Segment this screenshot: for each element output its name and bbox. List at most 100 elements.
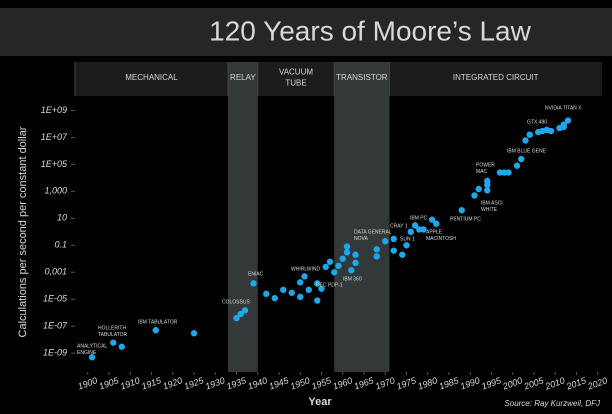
annotation: SUN 1 <box>400 236 415 242</box>
data-point <box>433 220 440 227</box>
y-tick-label: 1E+05 <box>41 159 68 169</box>
y-tick-label: 1,000 <box>44 186 67 196</box>
era-band <box>228 62 258 372</box>
data-point <box>348 267 355 274</box>
data-point <box>560 121 567 128</box>
data-point <box>518 155 525 163</box>
annotation: IBM TABULATOR <box>138 319 178 325</box>
annotation: COLOSSUS <box>222 299 250 305</box>
data-point <box>318 285 325 292</box>
y-tick-label: 1E-05 <box>43 294 68 304</box>
era-label: RELAY <box>230 73 256 82</box>
data-point <box>513 162 521 169</box>
data-point <box>373 253 380 260</box>
annotation: GTX 480 <box>527 119 547 125</box>
data-point <box>526 131 533 138</box>
annotation: IBM 360 <box>343 276 362 282</box>
data-point <box>110 339 117 346</box>
annotation: POWER <box>476 162 495 168</box>
data-point <box>399 251 406 258</box>
data-point <box>407 228 414 236</box>
data-point <box>301 273 308 280</box>
annotation: CRAY 1 <box>390 223 408 229</box>
annotation: WHIRLWIND <box>291 266 320 272</box>
annotation: ENGINE <box>77 350 97 356</box>
data-point <box>331 269 338 276</box>
annotation: IBM ASCI <box>481 200 503 206</box>
data-point <box>564 117 572 124</box>
data-point <box>343 249 351 256</box>
data-point <box>263 290 270 298</box>
data-point <box>88 354 96 361</box>
annotation: MACINTOSH <box>426 236 456 242</box>
data-point <box>237 310 244 318</box>
y-tick-label: 1E-07 <box>43 321 68 331</box>
data-point <box>297 279 304 286</box>
y-tick-label: 1E+09 <box>41 105 67 115</box>
data-point <box>297 293 304 301</box>
era-label: INTEGRATED CIRCUIT <box>453 73 539 82</box>
data-point <box>118 343 125 350</box>
data-point <box>411 222 419 229</box>
annotation: ENIAC <box>248 271 264 277</box>
data-point <box>471 192 478 199</box>
data-point <box>152 327 159 334</box>
annotation: NVIDIA TITAN X <box>545 105 582 111</box>
data-point <box>288 289 295 296</box>
data-point <box>271 294 278 302</box>
y-tick-label: 0.1 <box>54 240 67 250</box>
data-point <box>547 127 555 135</box>
annotation: PENTIUM PC <box>450 216 481 222</box>
annotation: APPLE <box>426 229 443 235</box>
chart-title: 120 Years of Moore’s Law <box>209 15 531 46</box>
y-tick-label: 10 <box>57 213 67 223</box>
era-label: TUBE <box>285 79 306 88</box>
data-point <box>484 187 491 194</box>
annotation: IBM BLUE GENE <box>507 148 547 154</box>
annotation: NOVA <box>354 236 368 242</box>
data-point <box>335 262 342 270</box>
annotation: ANALYTICAL <box>77 343 107 349</box>
source: Source: Ray Kurzweil, DFJ <box>504 399 601 408</box>
data-point <box>352 259 359 267</box>
y-tick-label: 1E+07 <box>41 132 68 142</box>
data-point <box>484 177 491 185</box>
data-point <box>339 255 346 262</box>
era-label: TRANSISTOR <box>336 73 388 82</box>
data-point <box>250 280 257 287</box>
data-point <box>190 330 198 337</box>
data-point <box>314 280 321 287</box>
x-axis-title: Year <box>308 396 332 408</box>
annotation: DATA GENERAL <box>354 229 392 235</box>
data-point <box>403 242 410 249</box>
data-point <box>352 251 359 258</box>
data-point <box>373 246 380 253</box>
annotation: WHITE <box>481 207 498 213</box>
annotation: MAC <box>476 169 488 175</box>
data-point <box>458 207 465 214</box>
data-point <box>280 286 287 294</box>
annotation: DEC PDP-1 <box>316 282 343 288</box>
data-point <box>322 263 329 271</box>
era-band <box>334 62 390 372</box>
data-point <box>420 226 427 233</box>
data-point <box>382 238 389 245</box>
y-tick-label: 0,001 <box>44 267 67 277</box>
data-point <box>314 297 321 304</box>
era-label: MECHANICAL <box>125 73 178 82</box>
data-point <box>505 169 512 176</box>
annotation: IBM PC <box>410 215 428 221</box>
data-point <box>305 286 312 294</box>
y-tick-label: 1E-09 <box>43 348 67 358</box>
annotation: HOLLERITH <box>98 325 126 331</box>
data-point <box>241 307 249 314</box>
y-axis-title: Calculations per second per constant dol… <box>17 126 29 337</box>
data-point <box>390 235 397 243</box>
data-point <box>326 258 334 265</box>
data-point <box>428 216 436 223</box>
annotation: TABULATOR <box>98 332 128 338</box>
title-bar <box>0 8 612 56</box>
data-point <box>522 137 529 144</box>
era-label: VACUUM <box>279 68 313 77</box>
